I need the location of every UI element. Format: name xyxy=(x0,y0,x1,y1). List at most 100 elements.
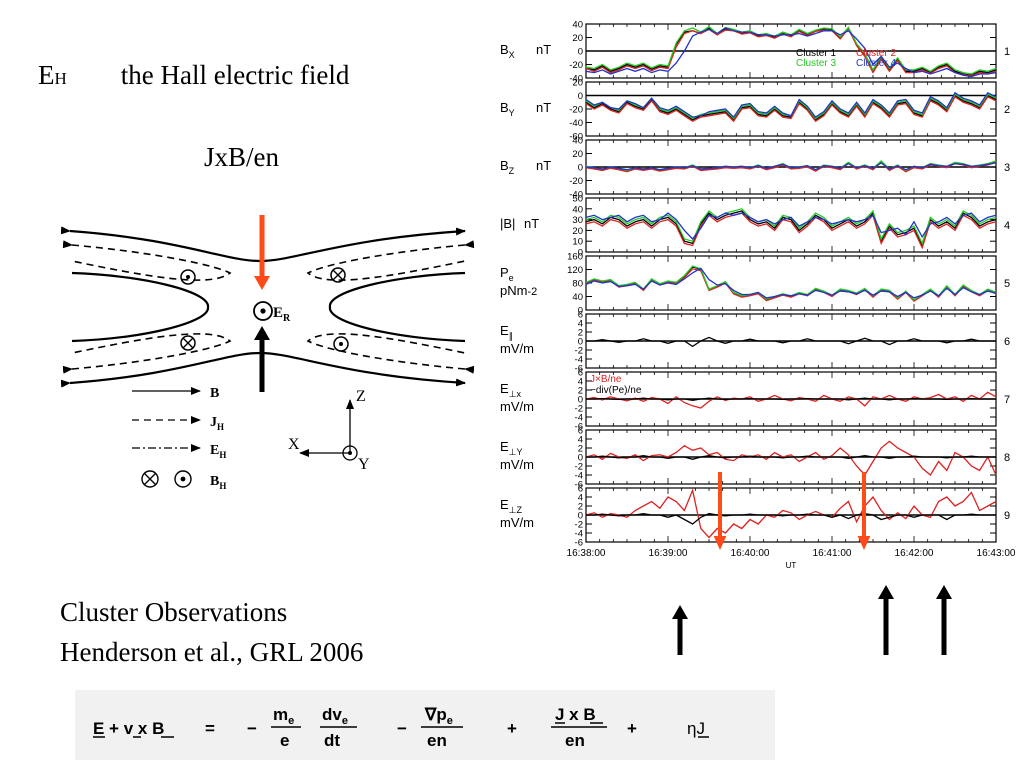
term2-numerator: dve xyxy=(322,705,348,727)
hall-current-loop-bl xyxy=(62,333,232,374)
x-tick-label: 16:38:00 xyxy=(567,548,606,559)
panel-label: E⊥Y xyxy=(500,439,523,457)
y-tick-label: -20 xyxy=(569,176,583,187)
x-tick-label: 16:42:00 xyxy=(895,548,934,559)
citation-line-1: Cluster Observations xyxy=(60,597,288,627)
y-tick-label: 20 xyxy=(572,33,583,44)
term5: ηJ xyxy=(687,719,705,738)
y-tick-label: 0 xyxy=(578,337,583,348)
citation: Cluster Observations Henderson et al., G… xyxy=(60,592,363,672)
panel-unit: nT xyxy=(536,158,551,173)
x-tick-label: 16:43:00 xyxy=(977,548,1016,559)
y-tick-label: 50 xyxy=(572,194,583,205)
into-page-symbol xyxy=(330,267,346,283)
y-tick-label: 40 xyxy=(572,20,583,31)
y-tick-label: 6 xyxy=(578,368,583,379)
axis-label-z: Z xyxy=(356,388,366,405)
term3-denominator: en xyxy=(427,731,447,750)
title-subscript: H xyxy=(54,69,67,88)
panel-label: BZ xyxy=(500,158,515,176)
y-tick-label: 4 xyxy=(578,377,583,388)
y-tick-label: -4 xyxy=(575,471,583,482)
hall-current-loop-tl xyxy=(62,240,232,281)
y-tick-label: 2 xyxy=(578,502,583,513)
y-tick-label: -6 xyxy=(575,364,583,375)
term1-denominator: e xyxy=(280,731,289,750)
y-tick-label: 0 xyxy=(578,453,583,464)
equation-plus-2: + xyxy=(627,719,637,738)
series-line xyxy=(585,161,997,173)
x-tick-label: 16:39:00 xyxy=(649,548,688,559)
panel-unit: mV/m xyxy=(500,457,534,472)
panel-unit: nT xyxy=(524,216,539,231)
y-tick-label: 30 xyxy=(572,215,583,226)
panel-label: |B| xyxy=(500,216,515,231)
term4-numerator: J x B xyxy=(555,705,596,724)
term2-denominator: dt xyxy=(324,731,340,750)
y-tick-label: 160 xyxy=(567,252,583,263)
title-symbol: E xyxy=(38,60,55,90)
series-line xyxy=(585,391,997,409)
panel-number: 1 xyxy=(1004,46,1010,58)
y-tick-label: -6 xyxy=(575,480,583,491)
y-tick-label: 0 xyxy=(578,47,583,58)
panel-number: 5 xyxy=(1004,278,1010,290)
y-tick-label: -40 xyxy=(569,190,583,201)
panel-number: 6 xyxy=(1004,336,1010,348)
y-tick-label: 6 xyxy=(578,310,583,321)
y-tick-label: 20 xyxy=(572,78,583,89)
y-tick-label: 2 xyxy=(578,386,583,397)
series-line xyxy=(585,267,997,299)
series-line xyxy=(585,95,997,123)
series-line xyxy=(586,336,996,348)
y-tick-label: 40 xyxy=(572,292,583,303)
panel-number: 8 xyxy=(1004,452,1010,464)
series-line xyxy=(586,454,996,460)
y-tick-label: 4 xyxy=(578,493,583,504)
out-of-page-symbol xyxy=(180,269,196,285)
series-line xyxy=(585,488,997,539)
legend-entry: Cluster 3 xyxy=(796,58,836,69)
field-line-left xyxy=(71,271,210,343)
legend-label-eh: EH xyxy=(210,443,226,460)
series-line xyxy=(586,397,996,402)
series-line xyxy=(585,212,997,241)
panel-label: E∥ xyxy=(500,323,513,341)
series-line xyxy=(585,27,997,78)
legend-label-bh: BH xyxy=(210,474,226,491)
title-description: the Hall electric field xyxy=(120,60,350,90)
y-tick-label: -4 xyxy=(575,529,583,540)
legend-entry: Cluster 1 xyxy=(796,48,836,59)
y-tick-label: 120 xyxy=(567,265,583,276)
into-page-symbol xyxy=(180,335,196,351)
hall-reconnection-diagram: ER B JH EH BH Z X Y xyxy=(60,226,475,491)
x-axis-label: UT xyxy=(786,561,797,570)
y-tick-label: 40 xyxy=(572,136,583,147)
y-tick-label: -2 xyxy=(575,462,583,473)
generalized-ohms-law: E + v x B = − me e dve dt − ∇pe en + J x… xyxy=(75,690,775,760)
y-tick-label: 2 xyxy=(578,328,583,339)
y-tick-label: -60 xyxy=(569,132,583,143)
y-tick-label: 0 xyxy=(578,248,583,259)
citation-line-2: Henderson et al., GRL 2006 xyxy=(60,637,364,667)
field-line-top xyxy=(60,226,466,263)
y-tick-label: 0 xyxy=(578,395,583,406)
panel-annotation: −div(Pe)/ne xyxy=(590,385,642,396)
hall-field-title: EH the Hall electric field xyxy=(38,60,349,91)
y-tick-label: 4 xyxy=(578,319,583,330)
coordinate-axes: Z X Y xyxy=(288,388,370,473)
axis-label-y: Y xyxy=(358,456,370,473)
y-tick-label: 0 xyxy=(578,163,583,174)
equation-minus-2: − xyxy=(397,719,407,738)
panel-number: 7 xyxy=(1004,394,1010,406)
equation-plus: + xyxy=(507,719,517,738)
y-tick-label: 80 xyxy=(572,279,583,290)
y-tick-label: -6 xyxy=(575,422,583,433)
legend-entry: Cluster 4 xyxy=(856,58,896,69)
panel-label: E⊥x xyxy=(500,381,522,399)
panel-number: 9 xyxy=(1004,510,1010,522)
legend-entry: Cluster 2 xyxy=(856,48,896,59)
y-tick-label: 10 xyxy=(572,237,583,248)
hall-current-loop-tr xyxy=(306,240,475,281)
